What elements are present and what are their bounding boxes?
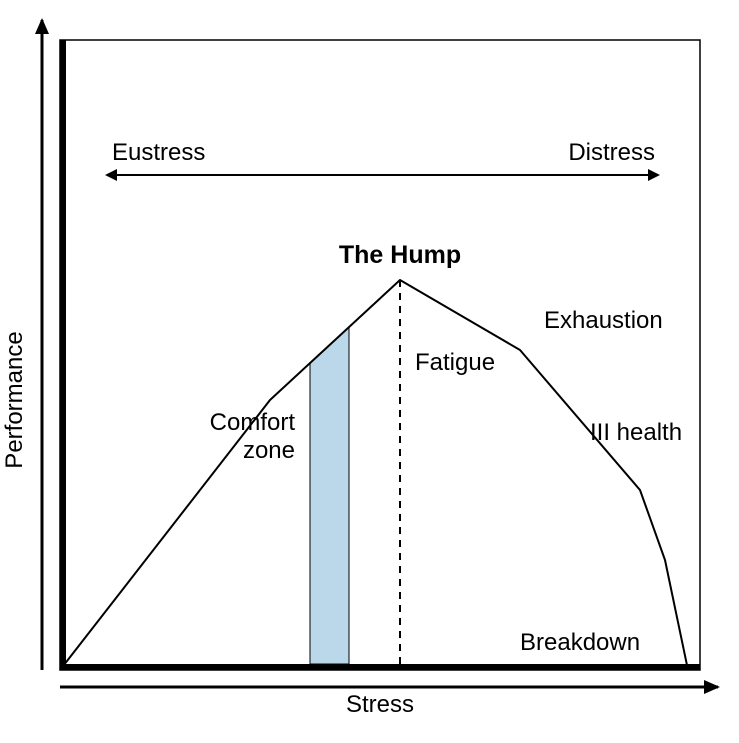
chart-svg: Stress Performance Eustress Distress The Hum… bbox=[0, 0, 739, 743]
y-axis-bar bbox=[60, 40, 66, 670]
y-axis-label: Performance bbox=[1, 331, 28, 468]
comfort-zone-band bbox=[310, 327, 349, 664]
label-eustress: Eustress bbox=[112, 139, 205, 166]
label-distress: Distress bbox=[568, 139, 655, 166]
label-comfort1: Comfort bbox=[210, 409, 296, 436]
plot-area bbox=[60, 40, 700, 670]
label-breakdown: Breakdown bbox=[520, 629, 640, 656]
stress-performance-chart: { "chart": { "type": "line", "width": 73… bbox=[0, 0, 739, 743]
label-exhaustion: Exhaustion bbox=[544, 307, 663, 334]
label-ill_health: III health bbox=[590, 419, 682, 446]
x-axis-label: Stress bbox=[346, 691, 414, 718]
label-fatigue: Fatigue bbox=[415, 349, 495, 376]
label-comfort2: zone bbox=[243, 437, 295, 464]
x-axis-bar bbox=[60, 664, 700, 670]
label-the_hump: The Hump bbox=[339, 241, 461, 269]
